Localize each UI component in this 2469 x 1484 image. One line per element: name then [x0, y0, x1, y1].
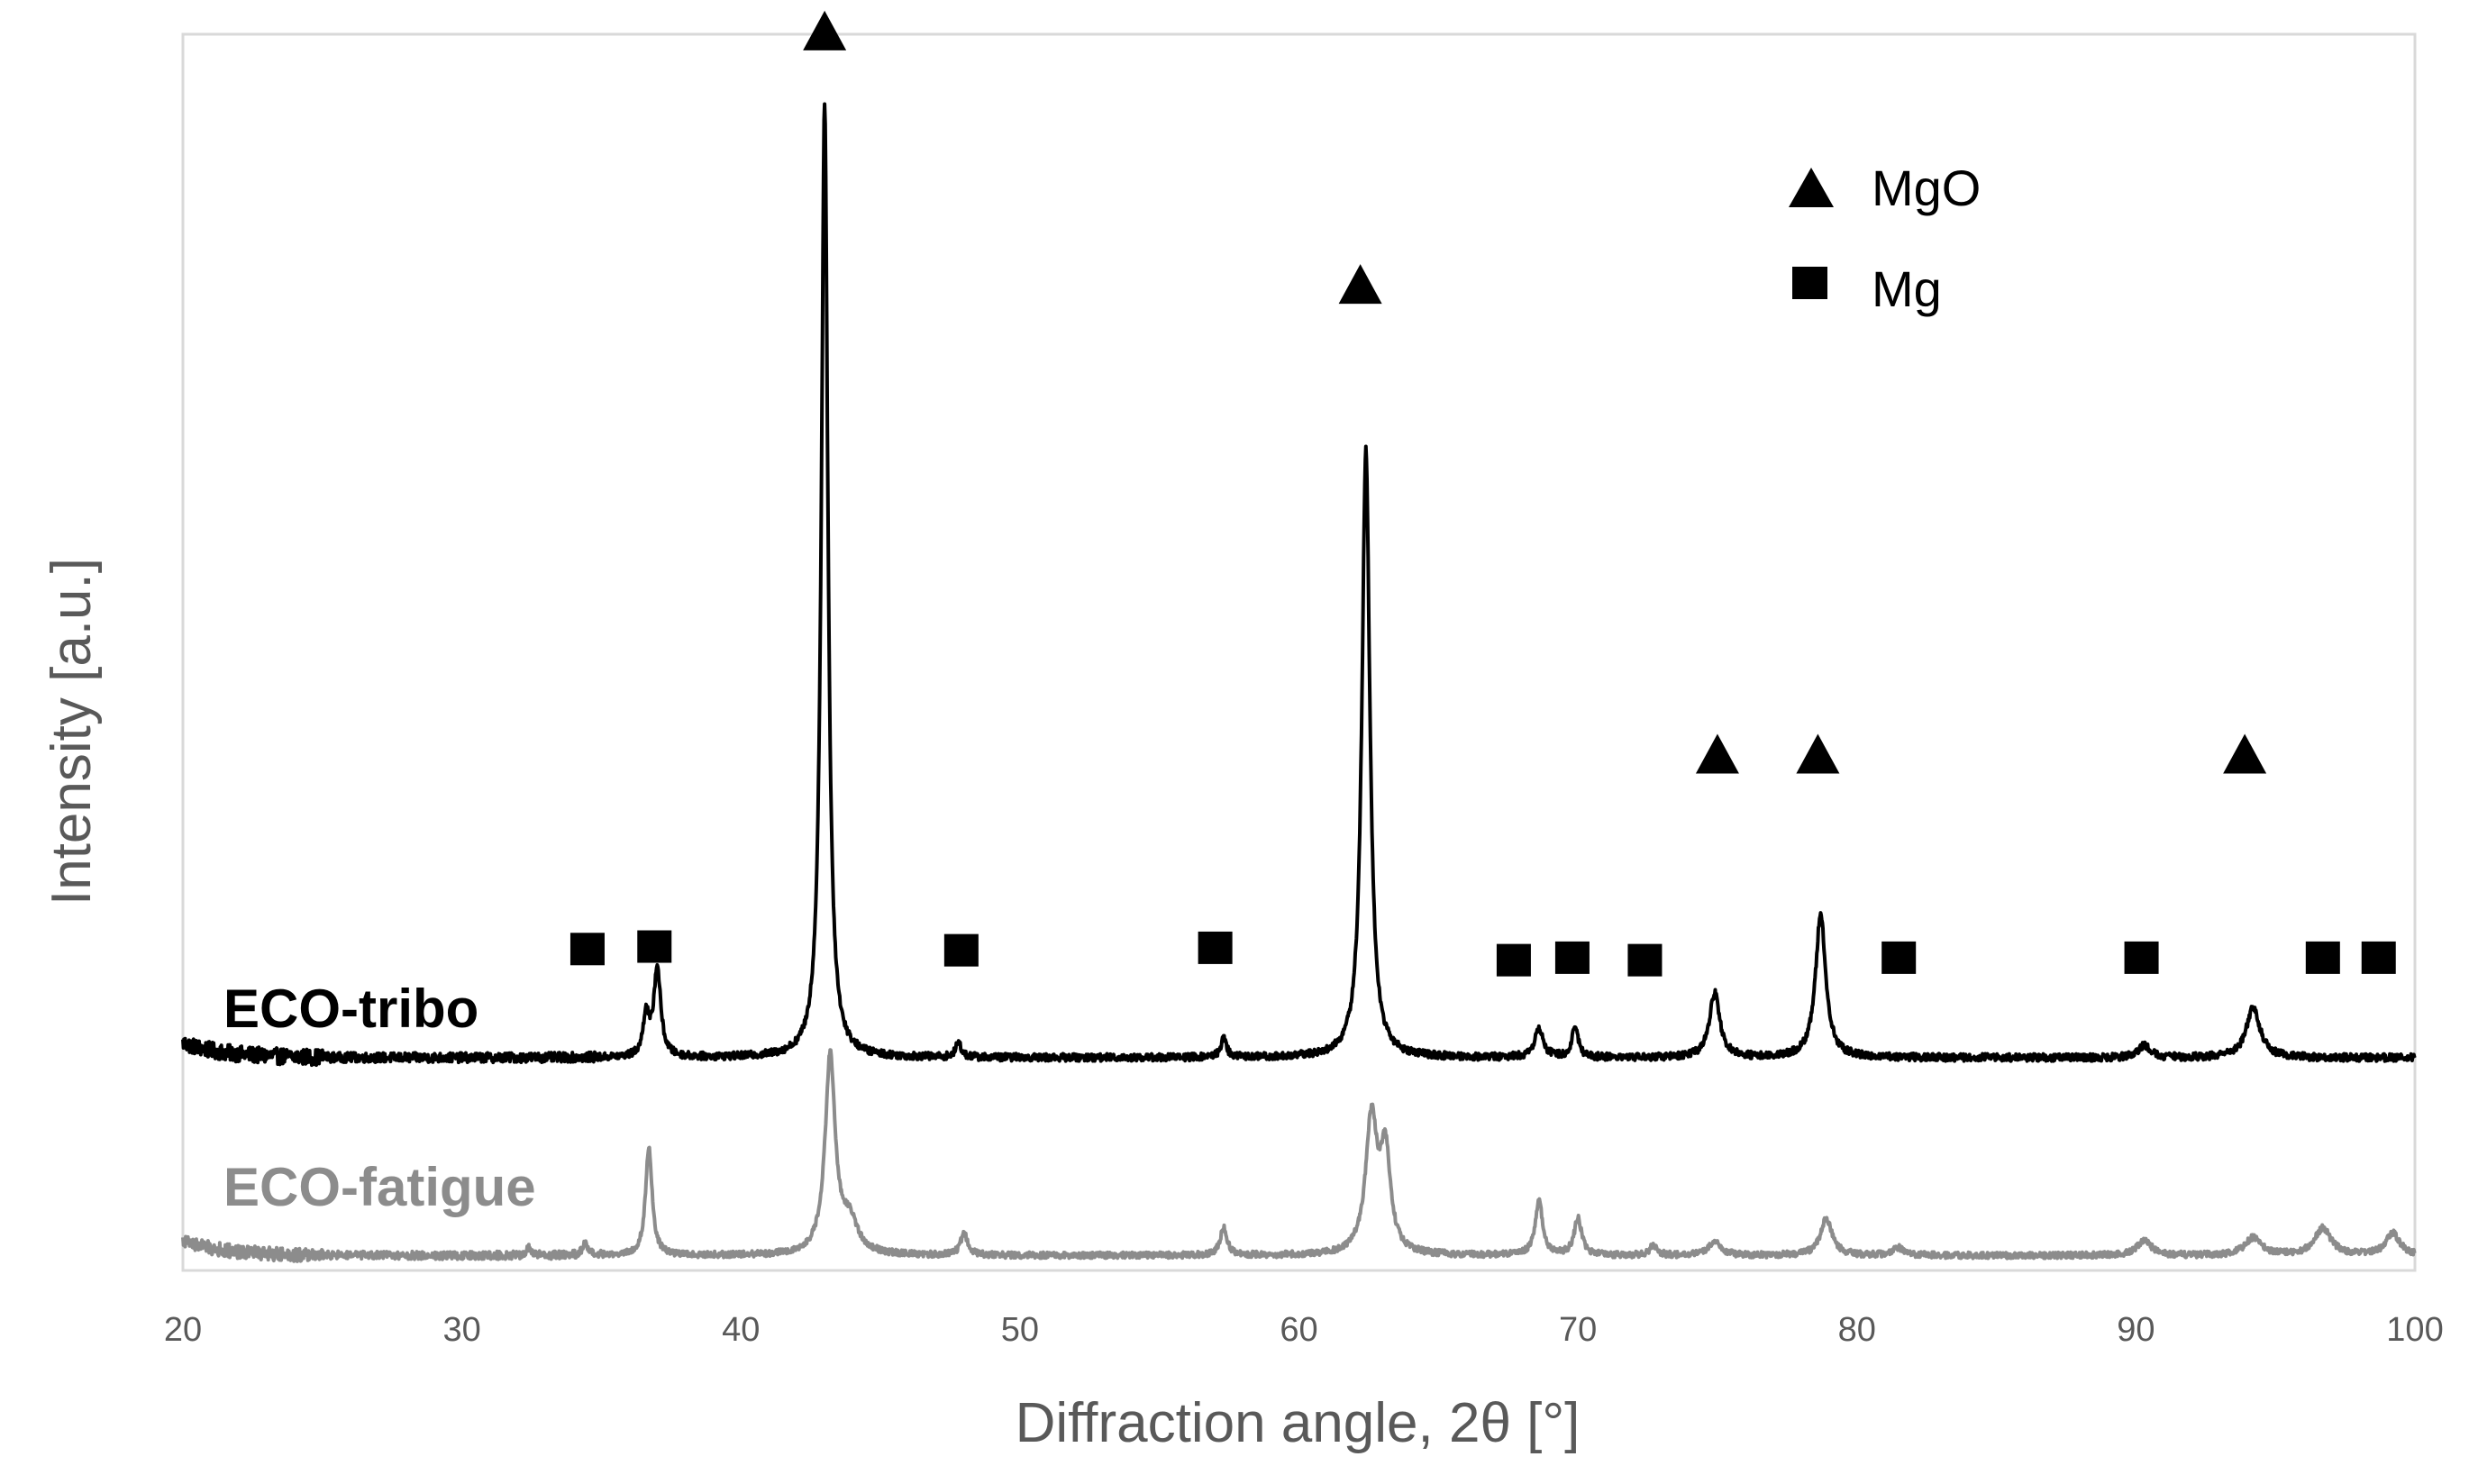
legend-label-mg: Mg	[1872, 260, 1942, 317]
mg-square-marker	[569, 933, 605, 966]
mgo-triangle-marker	[803, 10, 847, 50]
series-layer	[181, 102, 2417, 1263]
plot-area-frame	[181, 32, 2417, 1272]
x-tick-label: 30	[442, 1311, 480, 1349]
mg-square-marker	[2305, 941, 2340, 974]
x-tick-label: 40	[722, 1311, 760, 1349]
x-tick-label: 20	[164, 1311, 202, 1349]
mg-square-marker	[2124, 941, 2159, 974]
mgo-triangle-marker	[1695, 733, 1739, 774]
legend-label-mgo: MgO	[1872, 159, 1981, 216]
x-tick-label: 100	[2386, 1311, 2443, 1349]
series-label-eco-tribo: ECO-tribo	[223, 979, 478, 1039]
x-tick-label: 80	[1838, 1311, 1876, 1349]
mg-square-marker	[1198, 931, 1233, 964]
x-axis-title: Diffraction angle, 2θ [°]	[1016, 1392, 1581, 1454]
mg-square-marker	[1627, 943, 1663, 977]
series-line-eco-fatigue	[181, 1048, 2417, 1263]
mgo-triangle-marker	[2223, 733, 2267, 774]
mg-square-marker	[637, 930, 672, 963]
mgo-triangle-marker	[1796, 733, 1840, 774]
mg-square-marker	[943, 933, 979, 967]
legend-triangle-marker	[1789, 168, 1834, 207]
mg-square-marker	[1496, 943, 1531, 977]
x-tick-labels: 20 30 40 50 60 70 80 90 100	[164, 1311, 2444, 1349]
series-label-eco-fatigue: ECO-fatigue	[223, 1157, 536, 1217]
mg-square-marker	[1881, 941, 1917, 974]
legend-square-marker	[1792, 267, 1827, 299]
legend: MgO Mg	[1789, 159, 1981, 317]
phase-marker-layer	[569, 10, 2396, 977]
x-tick-label: 50	[1001, 1311, 1039, 1349]
x-tick-label: 70	[1559, 1311, 1597, 1349]
series-line-eco-tribo	[181, 102, 2417, 1068]
mgo-triangle-marker	[1338, 264, 1382, 305]
x-tick-label: 60	[1280, 1311, 1317, 1349]
mg-square-marker	[2361, 941, 2396, 974]
mg-square-marker	[1554, 941, 1590, 974]
x-tick-label: 90	[2117, 1311, 2155, 1349]
y-axis-title: Intensity [a.u.]	[41, 558, 103, 906]
